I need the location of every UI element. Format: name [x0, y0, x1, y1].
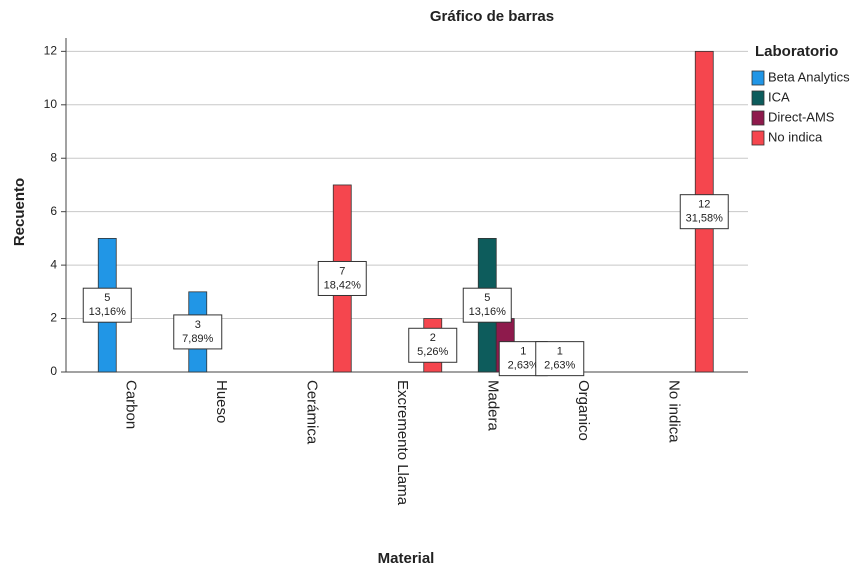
data-label-percent: 13,16% — [469, 306, 507, 318]
data-label-box — [408, 327, 458, 363]
data-label: 5 13,16% — [462, 287, 512, 323]
y-tick-label: 4 — [50, 257, 57, 271]
x-tick-label: Organico — [575, 380, 592, 441]
data-label-box — [679, 194, 729, 230]
y-axis-title: Recuento — [11, 178, 28, 246]
legend-swatch — [751, 110, 765, 126]
data-label: 7 18,42% — [317, 260, 367, 296]
data-label-box — [462, 287, 512, 323]
data-label-percent: 31,58% — [686, 213, 724, 225]
data-label-percent: 2,63% — [544, 360, 575, 372]
legend-swatch — [751, 90, 765, 106]
data-label: 1 2,63% — [535, 341, 585, 377]
data-label-value: 7 — [339, 265, 345, 277]
data-label-value: 2 — [430, 332, 436, 344]
x-tick-label: Carbon — [122, 380, 139, 429]
data-label-box — [535, 341, 585, 377]
legend-swatch — [751, 70, 765, 86]
data-label: 5 13,16% — [82, 287, 132, 323]
x-tick-label: No indica — [665, 380, 682, 443]
y-tick-label: 12 — [44, 44, 58, 58]
legend-label: ICA — [768, 89, 790, 104]
data-label-box — [317, 260, 367, 296]
data-label-percent: 2,63% — [508, 360, 539, 372]
data-label-value: 1 — [557, 346, 563, 358]
x-tick-label: Cerámica — [303, 380, 320, 445]
y-tick-label: 2 — [50, 311, 57, 325]
y-tick-label: 10 — [44, 97, 58, 111]
legend-swatch — [751, 130, 765, 146]
x-tick-label: Excremento Llama — [394, 380, 411, 506]
data-label-percent: 13,16% — [89, 306, 127, 318]
data-label: 12 31,58% — [679, 194, 729, 230]
chart-title: Gráfico de barras — [430, 8, 554, 25]
data-label-value: 3 — [195, 319, 201, 331]
x-axis-title: Material — [378, 550, 435, 567]
x-tick-label: Madera — [484, 380, 501, 432]
y-tick-label: 6 — [50, 204, 57, 218]
x-tick-label: Hueso — [213, 380, 230, 423]
legend-title: Laboratorio — [755, 43, 838, 60]
data-label: 2 5,26% — [408, 327, 458, 363]
data-label-box — [173, 314, 223, 350]
data-label-value: 5 — [484, 292, 490, 304]
data-label-value: 5 — [104, 292, 110, 304]
data-label-box — [82, 287, 132, 323]
y-tick-label: 0 — [50, 364, 57, 378]
y-tick-label: 8 — [50, 150, 57, 164]
data-label: 3 7,89% — [173, 314, 223, 350]
data-label-value: 1 — [520, 346, 526, 358]
data-label-percent: 5,26% — [417, 346, 448, 358]
legend-label: Direct-AMS — [768, 109, 835, 124]
data-label-percent: 7,89% — [182, 333, 213, 345]
legend-label: Beta Analytics — [768, 69, 850, 84]
data-label-percent: 18,42% — [324, 279, 362, 291]
legend-label: No indica — [768, 129, 823, 144]
data-label-value: 12 — [698, 199, 710, 211]
